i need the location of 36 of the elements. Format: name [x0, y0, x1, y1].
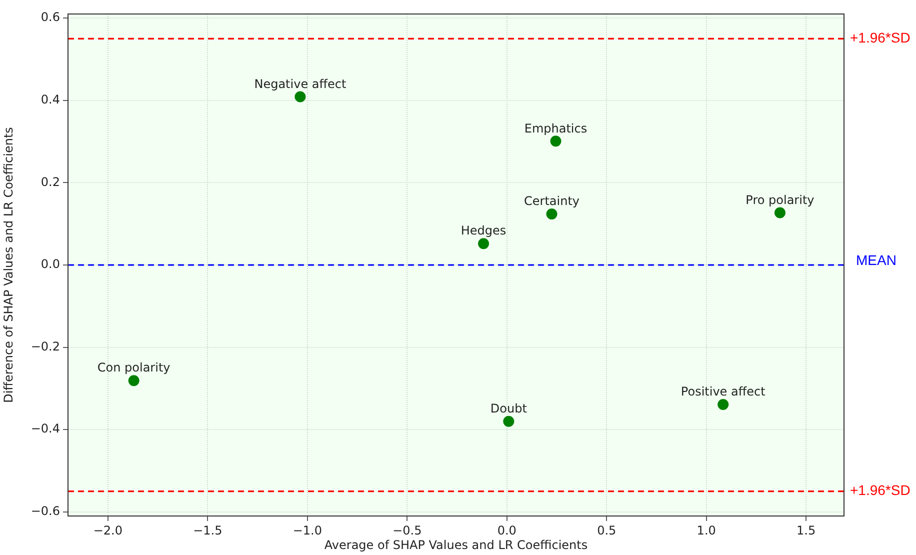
y-tick-label: −0.6	[30, 504, 60, 518]
annotation: Positive affect	[680, 384, 766, 399]
annotation: Hedges	[460, 224, 506, 238]
y-tick-label: 0.2	[40, 174, 60, 189]
x-tick-label: −0.5	[392, 523, 422, 538]
annotation: Emphatics	[524, 121, 588, 136]
x-tick-label: −1.0	[292, 523, 322, 538]
y-tick-label: 0.6	[40, 10, 60, 24]
point	[550, 136, 562, 147]
ref-line-label: MEAN	[856, 252, 896, 268]
point	[774, 207, 786, 218]
annotation: Pro polarity	[746, 192, 814, 207]
x-axis-title: Average of SHAP Values and LR Coefficients	[324, 538, 588, 552]
x-tick-label: −1.5	[193, 523, 222, 538]
annotation: Certainty	[524, 194, 580, 208]
y-axis-title: Difference of SHAP Values and LR Coefficients	[1, 127, 16, 403]
x-tick-label: 0.0	[497, 523, 516, 538]
x-tick-label: 1.0	[696, 523, 716, 538]
point	[478, 238, 490, 250]
x-tick-label: −2.0	[93, 523, 122, 538]
ref-line-label: +1.96*SD	[850, 482, 910, 498]
point	[294, 91, 306, 102]
point	[128, 375, 140, 386]
point	[718, 398, 729, 410]
point	[503, 416, 514, 427]
y-tick-label: −0.4	[30, 422, 60, 436]
ref-line-label: +1.96*SD	[850, 30, 910, 46]
annotation: Doubt	[490, 401, 528, 416]
y-tick-label: 0.4	[40, 92, 60, 107]
x-tick-label: 1.5	[796, 523, 816, 538]
annotation: Con polarity	[97, 360, 170, 375]
annotation: Negative affect	[254, 76, 346, 91]
x-tick-label: 0.5	[597, 523, 616, 538]
point	[546, 208, 558, 220]
y-tick-label: 0.0	[40, 257, 60, 272]
y-tick-label: −0.2	[30, 339, 60, 354]
